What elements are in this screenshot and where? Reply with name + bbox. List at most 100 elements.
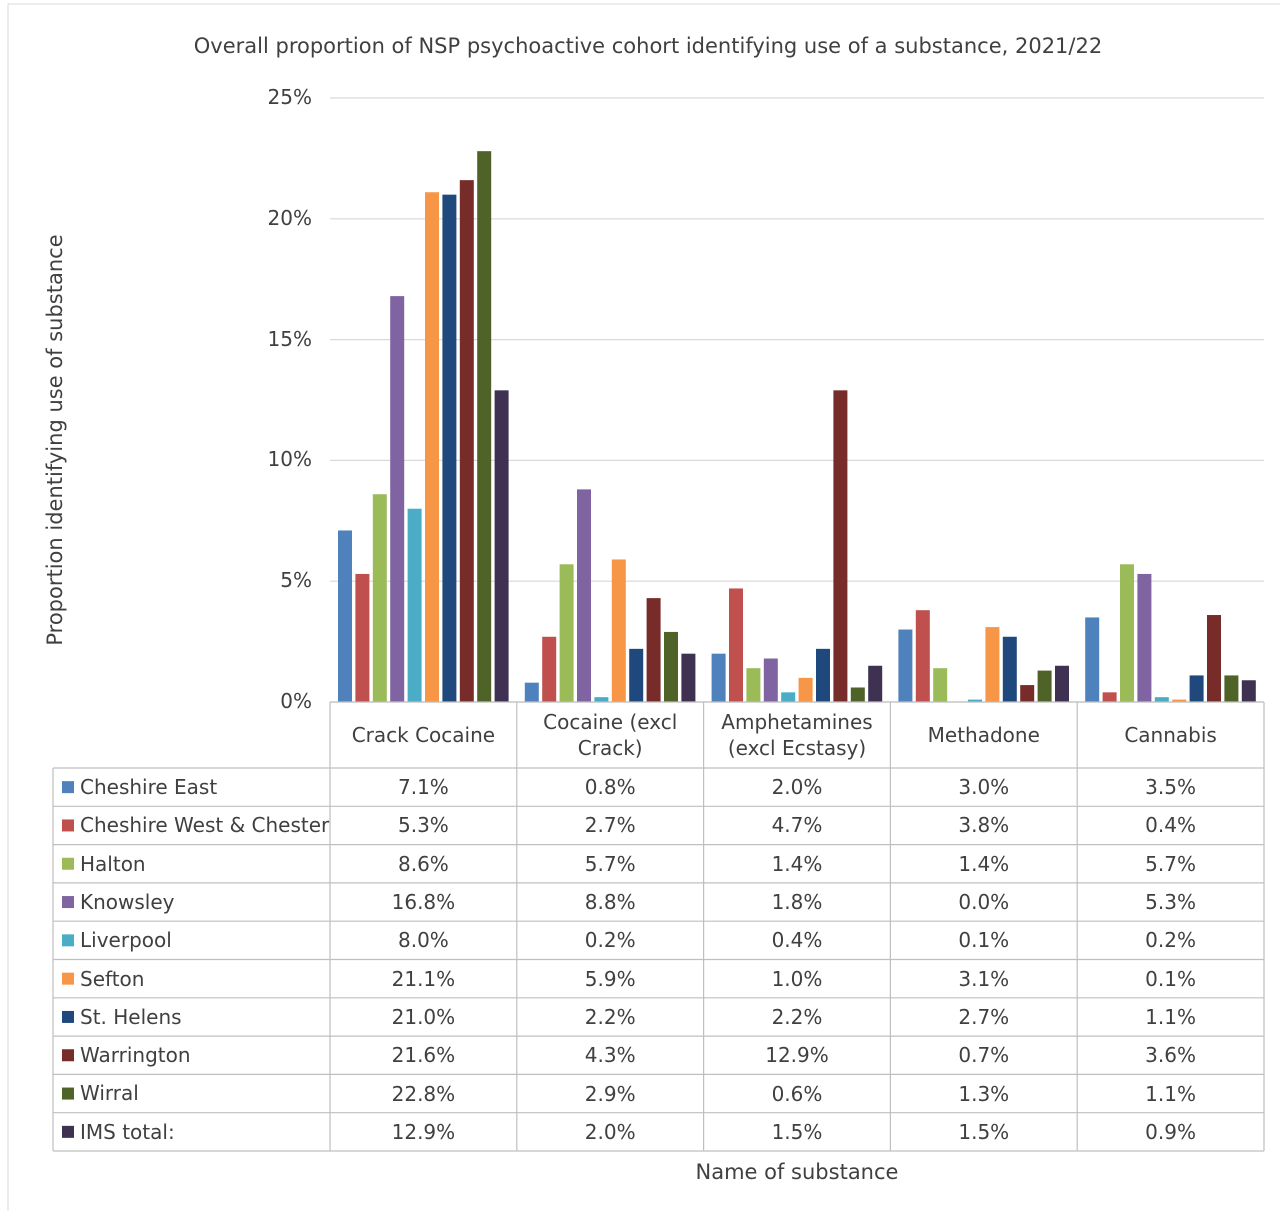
bar — [594, 697, 609, 702]
x-axis-label: Name of substance — [695, 1160, 899, 1184]
bar — [968, 699, 982, 702]
table-value: 16.8% — [391, 890, 456, 915]
category-label: Methadone — [927, 723, 1040, 747]
bar — [559, 564, 574, 702]
bar — [355, 573, 370, 702]
legend-key — [62, 781, 74, 794]
bar — [1002, 636, 1017, 702]
table-value: 1.0% — [771, 966, 823, 991]
bar — [1207, 615, 1221, 702]
bar — [781, 692, 796, 702]
bar — [577, 489, 591, 702]
bar — [494, 390, 509, 702]
table-value: 3.5% — [1145, 775, 1196, 800]
legend-label: Knowsley — [80, 889, 175, 914]
table-value: 1.5% — [771, 1119, 823, 1144]
table-value: 0.1% — [958, 928, 1010, 953]
table-value: 2.7% — [958, 1004, 1010, 1029]
table-value: 0.9% — [1145, 1119, 1196, 1144]
table-value: 8.8% — [584, 890, 636, 915]
bar — [1102, 692, 1117, 702]
table-value: 0.0% — [958, 890, 1010, 915]
bar — [816, 648, 830, 702]
bar — [664, 631, 678, 702]
bar — [1055, 665, 1069, 702]
table-value: 1.1% — [1145, 1081, 1196, 1106]
table-value: 21.6% — [391, 1043, 456, 1068]
legend-key — [62, 1125, 74, 1138]
bar — [542, 636, 557, 702]
bar — [459, 180, 474, 703]
table-value: 5.3% — [397, 813, 449, 838]
legend-key — [62, 1049, 74, 1062]
table-value: 5.7% — [584, 851, 636, 876]
y-axis-label: Proportion identifying use of substance — [43, 234, 67, 646]
legend-label: Cheshire East — [80, 775, 218, 799]
table-value: 12.9% — [391, 1119, 456, 1144]
y-tick-label: 25% — [267, 85, 312, 109]
bar — [681, 653, 696, 702]
bar — [833, 390, 848, 702]
category-label: Amphetamines (excl Ecstasy) — [721, 710, 873, 760]
bar — [629, 648, 644, 702]
table-value: 1.8% — [771, 890, 823, 915]
y-tick-label: 5% — [280, 568, 312, 593]
table-value: 5.7% — [1145, 851, 1196, 876]
table-value: 2.0% — [584, 1119, 636, 1144]
table-value: 0.4% — [771, 928, 823, 953]
legend-label: Sefton — [80, 966, 145, 991]
table-value: 7.1% — [397, 775, 449, 800]
table-value: 3.0% — [958, 775, 1010, 800]
bar — [746, 668, 761, 702]
legend-key — [62, 972, 74, 985]
table-value: 0.4% — [1145, 813, 1196, 838]
table-value: 5.9% — [584, 966, 636, 991]
bar — [798, 677, 813, 702]
legend-label: St. Helens — [80, 1004, 182, 1029]
bar — [477, 151, 492, 703]
table-value: 1.3% — [958, 1081, 1010, 1106]
legend-label: Halton — [80, 851, 146, 876]
table-value: 4.7% — [771, 813, 823, 838]
bar — [1137, 573, 1152, 702]
legend-label: Liverpool — [80, 928, 172, 953]
bar — [372, 494, 387, 702]
table-value: 2.7% — [584, 813, 636, 838]
y-tick-label: 10% — [267, 447, 312, 472]
table-value: 8.0% — [397, 928, 449, 953]
bar — [646, 598, 661, 702]
table-value: 22.8% — [391, 1081, 456, 1106]
bar — [611, 559, 626, 702]
bar — [1154, 697, 1169, 702]
bar — [1189, 675, 1204, 702]
table-value: 2.9% — [584, 1081, 636, 1106]
table-value: 0.1% — [1145, 966, 1196, 991]
bar — [915, 610, 930, 702]
table-value: 5.3% — [1145, 890, 1196, 915]
bar — [1120, 564, 1134, 702]
category-label: Cocaine (excl Crack) — [543, 710, 678, 760]
table-value: 2.2% — [584, 1004, 636, 1029]
legend-label: Warrington — [80, 1043, 191, 1068]
legend-key — [62, 896, 74, 909]
table-value: 3.6% — [1145, 1043, 1196, 1068]
legend-key — [62, 857, 74, 870]
legend-key — [62, 934, 74, 947]
bar — [933, 668, 948, 702]
table-value: 0.7% — [958, 1043, 1010, 1068]
bar — [763, 658, 778, 702]
bar — [524, 682, 539, 702]
bar — [390, 296, 405, 702]
legend-label: IMS total: — [80, 1119, 175, 1144]
table-value: 1.1% — [1145, 1004, 1196, 1029]
chart-frame — [7, 3, 1280, 1211]
bar — [985, 627, 1000, 702]
legend-label: Wirral — [80, 1081, 139, 1106]
chart-title: Overall proportion of NSP psychoactive c… — [193, 34, 1103, 58]
bar — [1020, 685, 1035, 702]
category-label: Crack Cocaine — [351, 723, 496, 747]
legend-key — [62, 1010, 74, 1023]
table-value: 1.4% — [958, 851, 1010, 876]
bar — [1085, 617, 1100, 702]
